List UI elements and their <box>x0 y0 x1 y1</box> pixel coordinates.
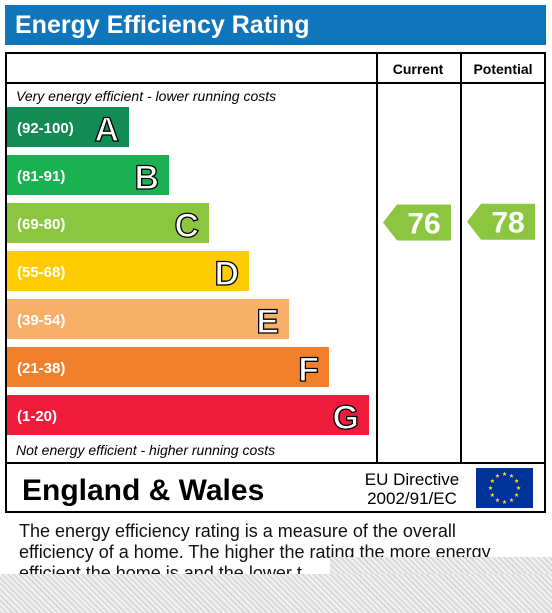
band-f: (21-38) F <box>7 347 329 390</box>
band-range-a: (92-100) <box>17 120 74 137</box>
band-bar-d <box>7 251 249 291</box>
chart-title: Energy Efficiency Rating <box>15 11 310 39</box>
rating-bands: (92-100) A (81-91) B (69-80) C (55-68) D (39-54)… <box>7 107 369 438</box>
footer-region: England & Wales <box>22 474 264 507</box>
eu-star <box>502 499 507 504</box>
band-letter-a: A <box>94 111 119 149</box>
eu-star <box>516 485 521 490</box>
band-range-g: (1-20) <box>17 408 57 425</box>
band-a: (92-100) A <box>7 107 129 150</box>
eu-star <box>495 497 500 503</box>
eu-star <box>495 473 500 478</box>
redaction-overlay-bottom <box>0 574 552 613</box>
band-bar-e <box>7 299 289 339</box>
chart-frame <box>5 52 546 513</box>
current-rating-marker-arrow <box>383 204 451 241</box>
eu-star <box>488 485 493 490</box>
description-line-1: The energy efficiency rating is a measur… <box>19 521 456 541</box>
eu-star <box>514 478 519 483</box>
bottom-note: Not energy efficient - higher running co… <box>16 442 275 458</box>
eu-star <box>502 471 507 476</box>
current-rating-marker-value: 76 <box>407 207 440 240</box>
band-bar-c <box>7 203 209 243</box>
epc-chart: Current Potential Very energy efficient … <box>5 52 546 513</box>
eu-star <box>509 473 514 478</box>
column-header-current: Current <box>393 61 444 77</box>
title-bar: Energy Efficiency Rating <box>5 5 546 45</box>
footer-directive-line1: EU Directive <box>365 470 459 489</box>
band-range-c: (69-80) <box>17 216 65 233</box>
band-g: (1-20) G <box>7 395 369 438</box>
band-bar-g <box>7 395 369 435</box>
band-letter-b: B <box>134 159 159 197</box>
band-range-d: (55-68) <box>17 264 65 281</box>
band-c: (69-80) C <box>7 203 209 246</box>
band-range-e: (39-54) <box>17 312 65 329</box>
eu-flag-icon <box>476 468 533 508</box>
redaction-overlay <box>330 557 552 577</box>
top-note: Very energy efficient - lower running co… <box>16 88 276 104</box>
eu-star <box>509 497 514 503</box>
potential-rating-marker: 78 <box>467 203 535 240</box>
band-letter-c: C <box>174 207 199 245</box>
footer-directive-line2: 2002/91/EC <box>367 489 457 508</box>
band-d: (55-68) D <box>7 251 249 294</box>
band-letter-e: E <box>256 303 279 341</box>
potential-rating-marker-arrow <box>467 203 535 240</box>
band-e: (39-54) E <box>7 299 289 342</box>
rating-markers: 76 78 <box>383 203 535 241</box>
current-rating-marker: 76 <box>383 204 451 241</box>
band-letter-d: D <box>214 255 239 293</box>
band-range-f: (21-38) <box>17 360 65 377</box>
band-letter-f: F <box>298 351 319 389</box>
eu-star <box>490 478 495 483</box>
band-b: (81-91) B <box>7 155 169 198</box>
band-bar-a <box>7 107 129 147</box>
eu-star <box>514 492 519 497</box>
band-bar-f <box>7 347 329 387</box>
column-header-potential: Potential <box>473 61 532 77</box>
potential-rating-marker-value: 78 <box>491 207 524 240</box>
band-range-b: (81-91) <box>17 168 65 185</box>
band-letter-g: G <box>333 399 359 437</box>
eu-star <box>490 492 495 497</box>
band-bar-b <box>7 155 169 195</box>
